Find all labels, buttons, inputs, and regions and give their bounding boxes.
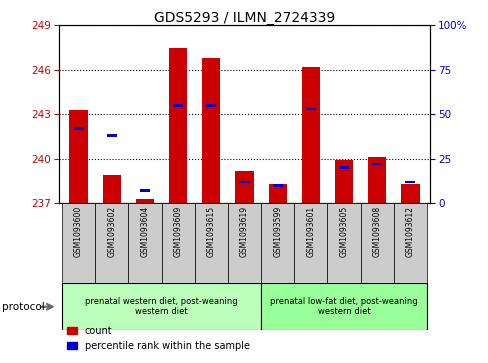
Bar: [140, 189, 150, 192]
Text: GSM1093619: GSM1093619: [240, 206, 248, 257]
Bar: [62, 203, 95, 283]
Bar: [206, 104, 216, 107]
Bar: [235, 171, 253, 203]
Bar: [338, 166, 348, 169]
Bar: [194, 203, 227, 283]
Text: GSM1093605: GSM1093605: [339, 206, 348, 257]
Bar: [239, 181, 249, 183]
Bar: [69, 110, 87, 203]
Bar: [95, 203, 128, 283]
Bar: [169, 48, 187, 203]
Bar: [272, 184, 282, 187]
Bar: [268, 184, 286, 203]
Bar: [371, 163, 382, 166]
Text: GSM1093608: GSM1093608: [372, 206, 381, 257]
Bar: [202, 58, 220, 203]
Bar: [261, 283, 426, 330]
Bar: [173, 104, 183, 107]
Text: GSM1093601: GSM1093601: [306, 206, 315, 257]
Text: GSM1093615: GSM1093615: [206, 206, 215, 257]
Bar: [405, 181, 415, 183]
Text: GSM1093609: GSM1093609: [173, 206, 182, 257]
Legend: count, percentile rank within the sample: count, percentile rank within the sample: [63, 322, 253, 355]
Bar: [334, 160, 352, 203]
Text: GSM1093602: GSM1093602: [107, 206, 116, 257]
Bar: [62, 283, 261, 330]
Bar: [128, 203, 161, 283]
Bar: [327, 203, 360, 283]
Bar: [136, 199, 154, 203]
Bar: [294, 203, 327, 283]
Bar: [301, 67, 319, 203]
Bar: [305, 108, 315, 110]
Bar: [161, 203, 194, 283]
Text: GSM1093599: GSM1093599: [273, 206, 282, 257]
Bar: [261, 203, 294, 283]
Text: prenatal low-fat diet, post-weaning
western diet: prenatal low-fat diet, post-weaning west…: [270, 297, 417, 317]
Text: protocol: protocol: [2, 302, 45, 312]
Text: GSM1093612: GSM1093612: [405, 206, 414, 257]
Text: GDS5293 / ILMN_2724339: GDS5293 / ILMN_2724339: [154, 11, 334, 25]
Bar: [73, 127, 83, 130]
Text: GSM1093604: GSM1093604: [140, 206, 149, 257]
Text: prenatal western diet, post-weaning
western diet: prenatal western diet, post-weaning west…: [85, 297, 237, 317]
Bar: [227, 203, 261, 283]
Text: GSM1093600: GSM1093600: [74, 206, 83, 257]
Bar: [360, 203, 393, 283]
Bar: [367, 157, 386, 203]
Bar: [102, 175, 121, 203]
Bar: [106, 134, 117, 137]
Bar: [393, 203, 426, 283]
Bar: [401, 184, 419, 203]
